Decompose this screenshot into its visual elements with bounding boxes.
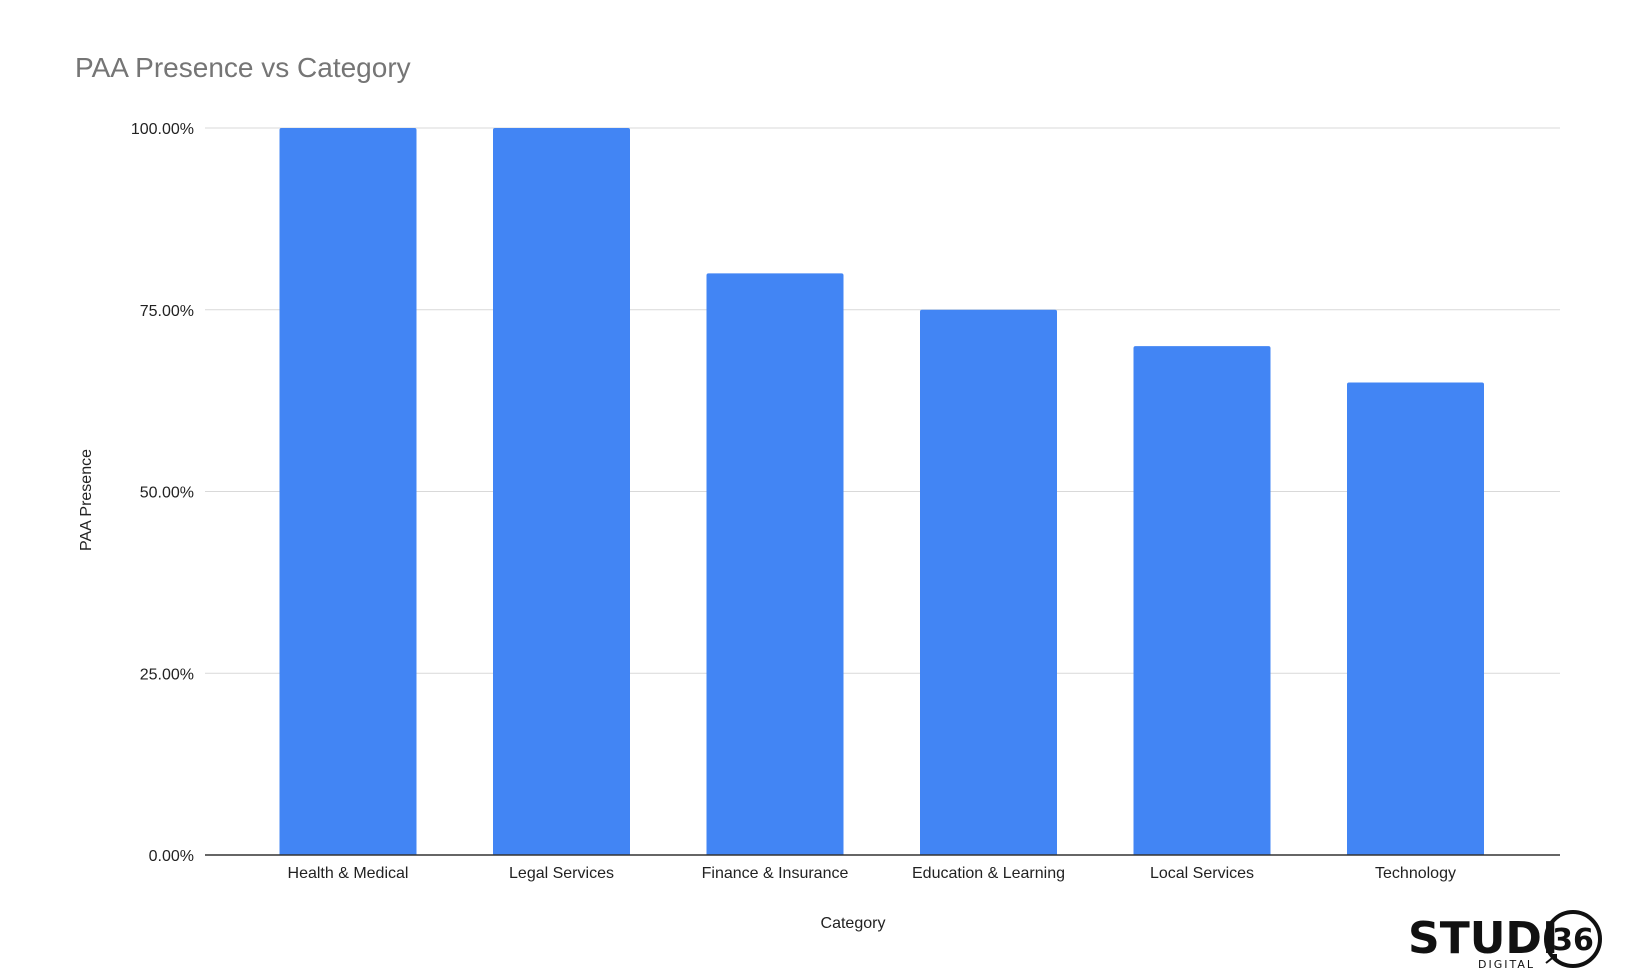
- logo-wordmark: STUDI: [1408, 913, 1558, 964]
- x-tick-label: Education & Learning: [912, 865, 1065, 882]
- studio36-logo: STUDI DIGITAL 36: [1408, 910, 1602, 971]
- bar: [279, 128, 417, 855]
- y-tick-label: 75.00%: [140, 303, 194, 320]
- x-tick-label: Local Services: [1150, 865, 1254, 882]
- x-tick-label: Legal Services: [509, 865, 614, 882]
- bar: [706, 273, 844, 855]
- x-axis-title: Category: [821, 915, 886, 932]
- x-tick-label: Finance & Insurance: [702, 865, 849, 882]
- logo-ring: [1544, 910, 1602, 968]
- logo-subtext: DIGITAL: [1478, 958, 1535, 971]
- bar: [920, 309, 1057, 855]
- gridlines: [205, 127, 1560, 674]
- bar: [1133, 346, 1271, 855]
- bar: [493, 128, 630, 855]
- y-tick-label: 25.00%: [140, 666, 194, 683]
- bar: [1347, 382, 1484, 855]
- y-tick-label: 0.00%: [149, 848, 194, 865]
- y-tick-label: 50.00%: [140, 485, 194, 502]
- logo-number: 36: [1552, 923, 1594, 958]
- y-axis-title: PAA Presence: [78, 449, 95, 551]
- x-tick-label: Technology: [1375, 865, 1456, 882]
- chart-title: PAA Presence vs Category: [75, 52, 411, 83]
- y-tick-label: 100.00%: [131, 121, 194, 138]
- x-tick-labels: Health & Medical Legal Services Finance & …: [288, 865, 1456, 882]
- x-tick-label: Health & Medical: [288, 865, 409, 882]
- bars: [279, 128, 1484, 855]
- logo-arrow-icon: [1545, 954, 1557, 964]
- y-tick-labels: 0.00% 25.00% 50.00% 75.00% 100.00%: [131, 121, 194, 865]
